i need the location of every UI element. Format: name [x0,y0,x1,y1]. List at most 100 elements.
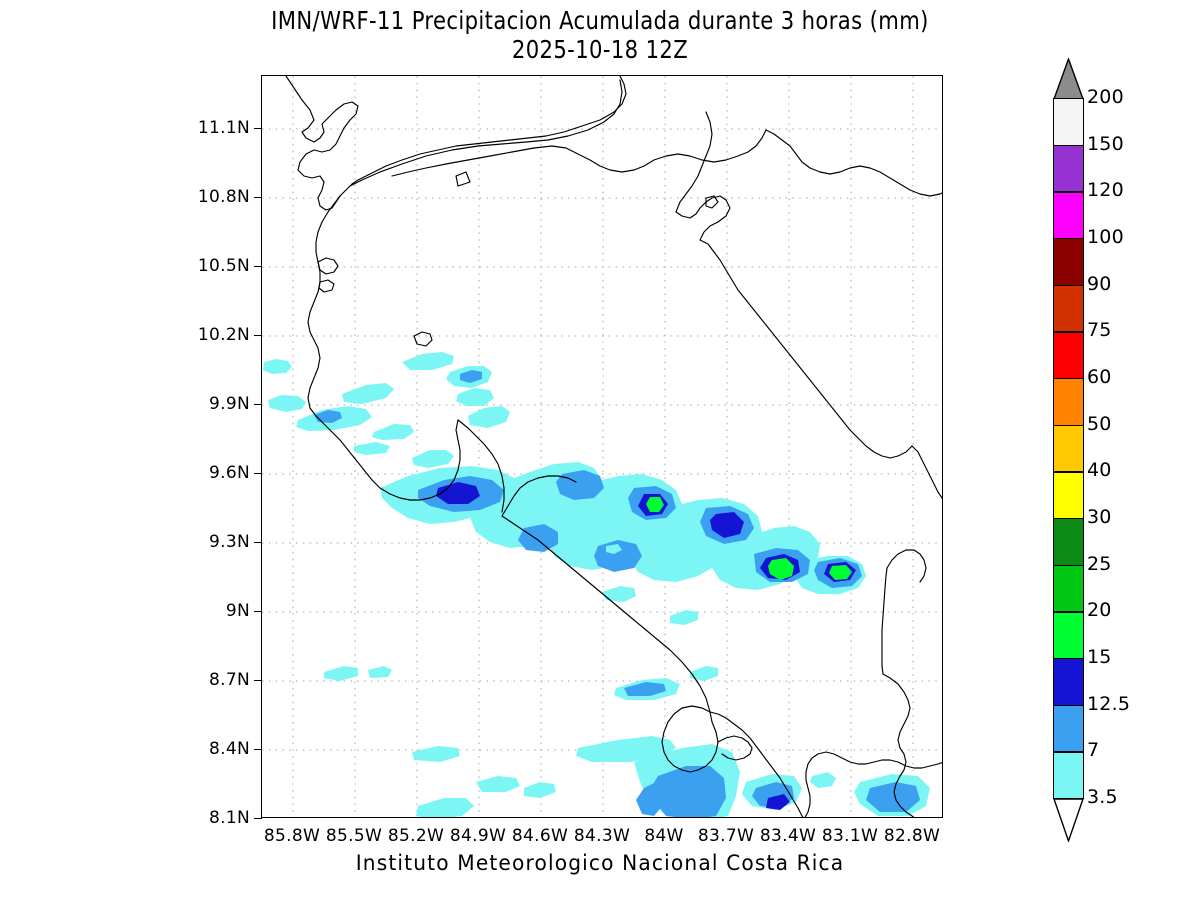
colorbar-tick-label: 40 [1087,459,1112,482]
x-tick-label: 83.1W [821,826,879,846]
footer-credit: Instituto Meteorologico Nacional Costa R… [355,851,845,875]
title-line-1: IMN/WRF-11 Precipitacion Acumulada duran… [271,6,929,35]
colorbar-tick-label: 15 [1087,646,1112,668]
colorbar-separator [1053,144,1084,147]
map-plot-area [261,75,943,818]
colorbar-band [1053,611,1084,658]
precip-band-3.5-7 [263,352,510,468]
title-line-2: 2025-10-18 12Z [511,35,689,64]
y-tick-label: 11.1N [197,118,250,138]
colorbar-tick-label: 90 [1087,272,1112,295]
colorbar-band [1053,704,1084,752]
y-tick-mark [254,611,262,613]
colorbar-tick-label: 7 [1087,739,1100,762]
colorbar-band [1053,191,1084,238]
colorbar: 200 150 120 100 90 75 60 50 40 30 25 20 15 12.5 7 3.5 [1053,58,1130,842]
precipitation-contours [263,352,930,817]
colorbar-separator [1053,564,1084,567]
colorbar-tick-label: 150 [1087,132,1124,155]
x-tick-label: 85.8W [263,826,321,846]
y-tick-mark [254,749,262,751]
colorbar-max-arrow [1053,58,1084,100]
precip-band-3.5-7-south [412,678,930,817]
colorbar-separator [1053,284,1084,287]
colorbar-separator [1053,331,1084,333]
x-tick-label: 84W [644,826,684,846]
y-tick-mark [254,404,262,406]
colorbar-separator [1053,658,1084,660]
y-tick-label: 10.5N [197,256,250,276]
precip-band-12.5-15-south [766,794,790,810]
y-tick-mark [254,266,262,268]
colorbar-band [1053,284,1084,332]
map-svg [262,76,942,817]
colorbar-tick-label: 30 [1087,506,1112,528]
x-tick-label: 84.6W [511,826,569,846]
chart-title: IMN/WRF-11 Precipitacion Acumulada duran… [0,6,1200,64]
y-tick-label: 9N [225,601,250,621]
colorbar-separator [1053,798,1084,800]
colorbar-separator [1053,704,1084,707]
colorbar-separator [1053,378,1084,380]
colorbar-band [1053,518,1084,565]
colorbar-tick-label: 12.5 [1087,692,1131,715]
colorbar-separator [1053,424,1084,427]
colorbar-separator [1053,751,1084,753]
map-coastlines [285,76,942,817]
y-tick-mark [254,542,262,544]
y-tick-label: 9.3N [209,532,250,552]
colorbar-separator [1053,238,1084,240]
y-tick-label: 10.2N [197,325,250,345]
colorbar-band [1053,331,1084,378]
colorbar-tick-label: 3.5 [1087,786,1118,808]
y-tick-mark [254,128,262,130]
colorbar-band [1053,98,1084,145]
precip-band-7-12.5-south [624,682,920,817]
y-tick-label: 8.4N [209,739,250,759]
y-tick-mark [254,197,262,199]
colorbar-separator [1053,471,1084,473]
precip-band-15-20-main [646,497,852,580]
colorbar-tick-label: 200 [1087,86,1124,108]
precip-band-7-12.5-main [418,470,862,588]
y-tick-label: 8.7N [209,670,250,690]
colorbar-tick-label: 60 [1087,366,1112,388]
colorbar-band [1053,658,1084,705]
colorbar-band [1053,471,1084,518]
colorbar-separator [1053,611,1084,613]
colorbar-separator [1053,518,1084,520]
colorbar-tick-label: 120 [1087,179,1124,202]
colorbar-band [1053,564,1084,612]
x-tick-label: 84.3W [573,826,631,846]
y-tick-mark [254,473,262,475]
x-tick-label: 85.5W [325,826,383,846]
colorbar-separator [1053,98,1084,100]
y-tick-mark [254,335,262,337]
y-tick-mark [254,680,262,682]
y-tick-label: 10.8N [197,187,250,207]
colorbar-tick-label: 75 [1087,319,1112,342]
x-tick-label: 83.4W [759,826,817,846]
colorbar-tick-label: 50 [1087,412,1112,435]
x-tick-label: 82.8W [883,826,941,846]
y-tick-mark [254,818,262,820]
colorbar-min-arrow [1053,798,1084,842]
colorbar-tick-label: 100 [1087,226,1124,248]
colorbar-band [1053,238,1084,285]
precip-band-12.5-15-main [436,482,856,582]
colorbar-band [1053,378,1084,425]
x-tick-label: 83.7W [697,826,755,846]
x-tick-label: 85.2W [387,826,445,846]
colorbar-tick-label: 20 [1087,599,1112,622]
colorbar-band [1053,751,1084,798]
y-tick-label: 9.9N [209,394,250,414]
colorbar-band [1053,144,1084,192]
x-tick-label: 84.9W [449,826,507,846]
colorbar-tick-label: 25 [1087,552,1112,575]
colorbar-separator [1053,191,1084,193]
y-tick-label: 9.6N [209,463,250,483]
y-tick-label: 8.1N [209,808,250,828]
colorbar-band [1053,424,1084,472]
precip-band-7-12.5-nw [314,370,482,423]
